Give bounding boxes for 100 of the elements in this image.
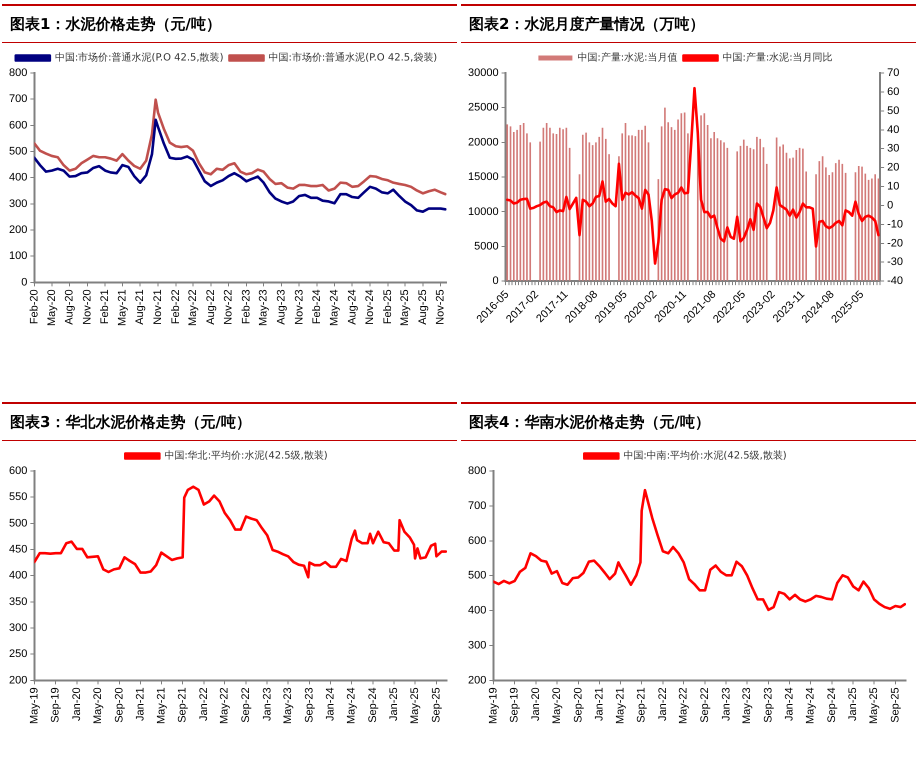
x-tick-label: May-20 xyxy=(92,687,104,724)
y-tick-label: 25000 xyxy=(468,102,499,114)
y-tick-label: 200 xyxy=(8,674,28,686)
x-tick-label: May-21 xyxy=(155,687,168,724)
x-tick-label: Sep-25 xyxy=(430,687,442,723)
y-tick-label: 400 xyxy=(8,172,28,184)
y-tick-label: 350 xyxy=(8,596,28,608)
x-tick-label: May-21 xyxy=(614,687,626,724)
y-tick-label: 700 xyxy=(8,93,28,106)
x-tick-label: May-25 xyxy=(409,687,422,724)
x-tick-label: Aug-21 xyxy=(134,289,146,325)
x-tick-label: Aug-25 xyxy=(416,289,429,325)
x-tick-label: May-21 xyxy=(116,289,128,326)
x-tick-label: Jan-22 xyxy=(198,687,210,721)
x-tick-label: Nov-22 xyxy=(222,289,235,325)
x-tick-label: May-24 xyxy=(328,289,340,326)
x-tick-label: Sep-22 xyxy=(699,687,712,723)
x-tick-label: May-20 xyxy=(46,289,58,326)
y-tick-label: 30000 xyxy=(468,67,499,80)
x-tick-label: Feb-24 xyxy=(311,289,324,324)
x-tick-label: Jan-21 xyxy=(594,687,606,721)
x-tick-label: Sep-23 xyxy=(303,687,316,723)
y-tick-label: 550 xyxy=(8,491,28,504)
x-tick-label: Jan-24 xyxy=(324,687,337,721)
x-tick-label: May-22 xyxy=(678,687,690,724)
x-tick-label: Sep-20 xyxy=(113,687,126,723)
y2-tick-label: 40 xyxy=(887,124,900,136)
x-tick-label: Aug-24 xyxy=(346,289,358,325)
y-tick-label: 800 xyxy=(8,67,28,80)
x-tick-label: Jan-21 xyxy=(134,687,146,721)
y2-tick-label: 10 xyxy=(887,180,900,193)
legend-label: 中国:市场价:普通水泥(P.O 42.5,散装) xyxy=(54,52,224,64)
y-tick-label: 500 xyxy=(468,570,486,582)
y-tick-label: 500 xyxy=(8,146,28,158)
x-tick-label: Feb-23 xyxy=(240,289,252,324)
x-tick-label: Feb-25 xyxy=(382,289,394,324)
x-tick-label: May-22 xyxy=(187,289,200,326)
x-tick-label: Sep-21 xyxy=(636,687,648,723)
x-tick-label: Sep-25 xyxy=(889,687,902,723)
y-tick-label: 5000 xyxy=(474,240,499,252)
x-tick-label: Nov-20 xyxy=(81,289,94,325)
x-tick-label: May-25 xyxy=(399,289,412,326)
y-tick-label: 600 xyxy=(8,119,28,132)
y2-tick-label: 60 xyxy=(887,86,900,98)
x-tick-label: May-24 xyxy=(346,687,358,724)
x-tick-label: Feb-21 xyxy=(99,289,112,324)
x-tick-label: Sep-20 xyxy=(572,687,584,723)
legend-label: 中国:市场价:普通水泥(P.O 42.5,袋装) xyxy=(268,52,438,64)
y2-tick-label: -30 xyxy=(887,256,904,268)
x-tick-label: May-19 xyxy=(28,687,40,724)
x-tick-label: Feb-20 xyxy=(28,289,40,324)
y2-tick-label: 50 xyxy=(887,104,900,117)
y2-tick-label: 70 xyxy=(887,67,900,80)
y-tick-label: 300 xyxy=(8,198,28,210)
x-tick-label: Sep-19 xyxy=(508,687,521,723)
y-tick-label: 700 xyxy=(468,500,486,512)
x-tick-label: Nov-24 xyxy=(364,289,376,325)
y-tick-label: 500 xyxy=(8,517,28,530)
x-tick-label: Nov-25 xyxy=(434,289,447,325)
x-tick-label: May-25 xyxy=(868,687,880,724)
y-tick-label: 400 xyxy=(468,604,486,617)
x-tick-label: Jan-20 xyxy=(530,687,542,721)
y2-tick-label: 30 xyxy=(887,142,900,155)
y-tick-label: 400 xyxy=(8,570,28,582)
x-tick-label: Sep-22 xyxy=(240,687,252,723)
y-tick-label: 800 xyxy=(468,465,486,478)
x-tick-label: Aug-22 xyxy=(204,289,217,325)
x-tick-label: Sep-19 xyxy=(50,687,62,723)
x-tick-label: Jan-23 xyxy=(261,687,274,721)
x-tick-label: May-22 xyxy=(218,687,231,724)
y-tick-label: 300 xyxy=(8,622,28,634)
x-tick-label: Aug-23 xyxy=(275,289,288,325)
x-tick-label: Nov-23 xyxy=(293,289,306,325)
y2-tick-label: -20 xyxy=(887,237,904,250)
y-tick-label: 200 xyxy=(8,224,28,236)
x-tick-label: May-23 xyxy=(282,687,294,724)
y-tick-label: 10000 xyxy=(468,206,499,218)
x-tick-label: May-20 xyxy=(550,687,563,724)
y-tick-label: 0 xyxy=(21,276,28,288)
x-tick-label: May-23 xyxy=(258,289,270,326)
y-tick-label: 100 xyxy=(8,250,28,262)
x-tick-label: May-24 xyxy=(804,687,817,724)
y-tick-label: 600 xyxy=(468,534,486,547)
chart-title: 图表2：水泥月度产量情况（万吨） xyxy=(461,4,916,43)
x-tick-label: Sep-23 xyxy=(762,687,774,723)
legend-label: 中国:产量:水泥:当月值 xyxy=(577,52,678,64)
y2-tick-label: -40 xyxy=(887,275,904,288)
x-tick-label: Jan-23 xyxy=(720,687,732,721)
x-tick-label: May-19 xyxy=(487,687,500,724)
y-tick-label: 20000 xyxy=(468,136,499,148)
y2-tick-label: -10 xyxy=(887,218,904,230)
x-tick-label: Nov-21 xyxy=(152,289,164,325)
legend-label: 中国:中南:平均价:水泥(42.5级,散装) xyxy=(623,450,787,462)
y-tick-label: 250 xyxy=(8,648,28,660)
x-tick-label: Sep-24 xyxy=(367,687,380,723)
x-tick-label: May-23 xyxy=(741,687,754,724)
x-tick-label: Jan-20 xyxy=(70,687,83,721)
chart-title: 图表1：水泥价格走势（元/吨） xyxy=(2,4,457,43)
y2-tick-label: 20 xyxy=(887,162,900,174)
legend-label: 中国:华北:平均价:水泥(42.5级,散装) xyxy=(164,450,328,462)
